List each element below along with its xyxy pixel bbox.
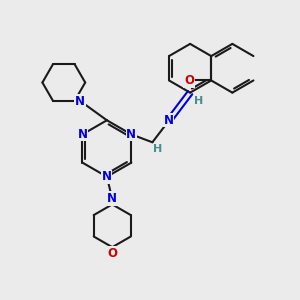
Text: O: O [184,74,194,87]
Text: N: N [107,192,117,205]
Text: N: N [75,94,85,108]
Text: N: N [77,128,87,141]
Text: O: O [107,247,117,260]
Text: N: N [107,193,117,206]
Text: N: N [102,170,112,183]
Text: H: H [194,96,203,106]
Text: N: N [126,128,136,141]
Text: N: N [75,94,85,107]
Text: N: N [164,114,174,127]
Text: H: H [153,144,162,154]
